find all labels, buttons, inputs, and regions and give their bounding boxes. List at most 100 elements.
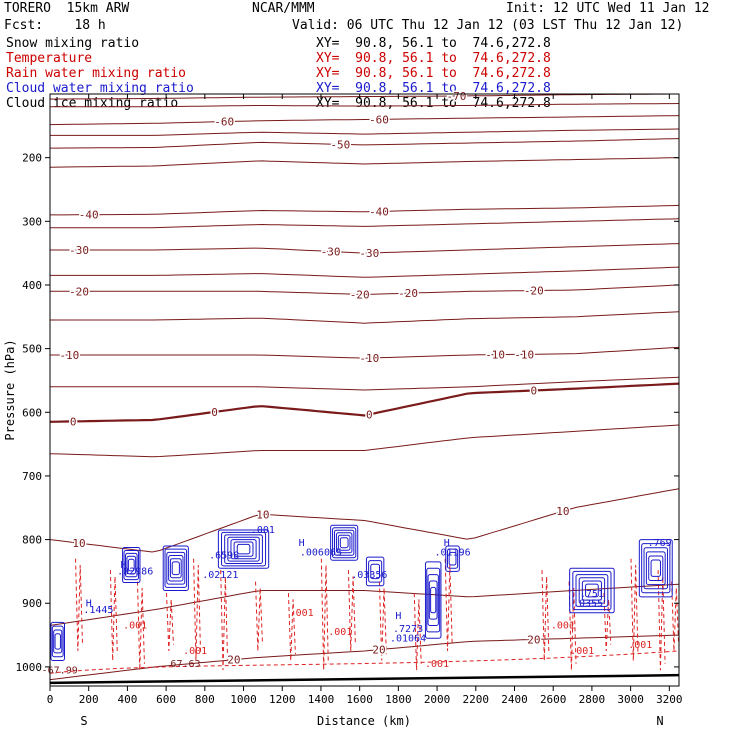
rain-label: .001 [123,621,147,632]
isotherm-line [50,218,680,229]
isotherm-label: -10 [514,348,534,361]
valid-time: Valid: 06 UTC Thu 12 Jan 12 (03 LST Thu … [292,18,684,33]
rain-contour [220,570,229,671]
cloud-contour [168,555,184,582]
extremum-label: 67.63 [170,659,200,670]
cloud-contour [334,529,355,556]
axes-layer: 0 200 400 600 800 1000 1200 1400 1600 1800 2000 220… [16,94,683,706]
model-title: TORERO 15km ARW [4,1,130,16]
isotherm-label: -20 [350,288,370,301]
x-tick-label: 2400 [501,693,528,706]
isotherm-line [49,488,680,553]
cloud-contour [332,527,357,559]
center-label: NCAR/MMM [252,1,315,16]
y-axis-label: Pressure (hPa) [3,339,17,440]
rain-contour [136,581,145,671]
isotherm-label: -30 [69,244,89,257]
cloud-contour [330,524,359,561]
terrain-line [49,673,680,685]
y-tick-label: 400 [22,279,42,292]
x-tick-label: 1600 [346,693,373,706]
cloud-contour [638,539,673,598]
cloud-contour [53,629,63,654]
cloud-label: .1445 [83,605,113,616]
cloud-contour [650,559,661,577]
cloud-contour [230,539,257,560]
cloud-label: .769 [648,538,672,549]
isotherm-label: -60 [214,116,234,129]
rain-label: .001 [425,659,449,670]
cloud-label: .02121 [202,570,238,581]
endpoint-right: N [656,714,663,728]
isotherm-label: 0 [211,406,218,419]
isotherm-label: -70 [446,90,466,103]
isotherm-label: 0 [70,415,77,428]
isotherm-line [49,93,679,100]
isotherm-label: -20 [398,287,418,300]
cloud-contour [169,558,182,579]
rain-label: .001 [183,646,207,657]
cloud-label: H [299,538,305,549]
plot-frame [49,93,680,687]
x-tick-label: 800 [195,693,215,706]
field-name-cloud-water: Cloud water mixing ratio [6,81,194,96]
rain-contour [193,558,202,661]
init-time: Init: 12 UTC Wed 11 Jan 12 [506,1,710,16]
cloud-label: .006065 [300,548,342,559]
cloud-contour [335,532,353,554]
cloud-contour [430,586,437,614]
y-tick-label: 500 [22,343,42,356]
rain-label: .001 [328,627,352,638]
rain-label: .001 [290,608,314,619]
x-tick-label: 600 [156,693,176,706]
cloud-contour [124,552,138,578]
cloud-contour [581,580,602,601]
cloud-contour [643,547,669,590]
cloud-contour [575,574,609,607]
cloud-contour [368,560,383,583]
cloud-contour [428,580,438,620]
cloud-contour [648,555,664,582]
isotherm-line [50,376,680,391]
isotherm-line [49,424,680,458]
isotherm-line [50,266,680,278]
rain-layer [49,558,680,674]
cloud-contour [337,534,351,551]
cloud-contour [233,541,254,557]
cloud-label: H [86,598,92,609]
cloud-contour [448,551,457,566]
field-xy-cloud-ice: XY= 90.8, 56.1 to 74.6,272.8 [316,96,551,111]
isotherm-label: -10 [359,352,379,365]
cloud-label: .01064 [390,633,426,644]
cloud-label: .6598 [209,551,239,562]
isotherm-line [50,243,680,254]
cloud-contour [569,567,615,614]
cloud-contour [427,574,439,627]
rain-contour [347,570,356,652]
isotherm-label: -50 [330,138,350,151]
isotherm-line [50,346,680,359]
isotherm-label: -30 [359,247,379,260]
rain-contour [109,570,118,661]
cloud-label: .03356 [351,570,387,581]
cloud-contour [445,545,460,572]
cloud-contour [164,548,188,588]
rain-contour [657,570,666,671]
y-tick-label: 200 [22,152,42,165]
field-xy-snow: XY= 90.8, 56.1 to 74.6,272.8 [316,36,551,51]
rain-label: .001 [551,621,575,632]
isotherm-line [50,204,680,216]
rain-label: .001 [570,646,594,657]
isotherm-label: -40 [79,209,99,222]
rain-contour [568,581,577,671]
field-xy-cloud-water: XY= 90.8, 56.1 to 74.6,272.8 [316,81,551,96]
isotherm-label: 0 [366,408,373,421]
cloud-contour [123,549,140,581]
cloud-contour [50,621,66,662]
cloud-contour [572,570,612,611]
isotherm-label: -20 [524,285,544,298]
cloud-label: .0355 [573,598,603,609]
x-tick-label: 2800 [579,693,606,706]
rain-label: .001 [628,640,652,651]
cloud-label: .7273 [393,624,423,635]
